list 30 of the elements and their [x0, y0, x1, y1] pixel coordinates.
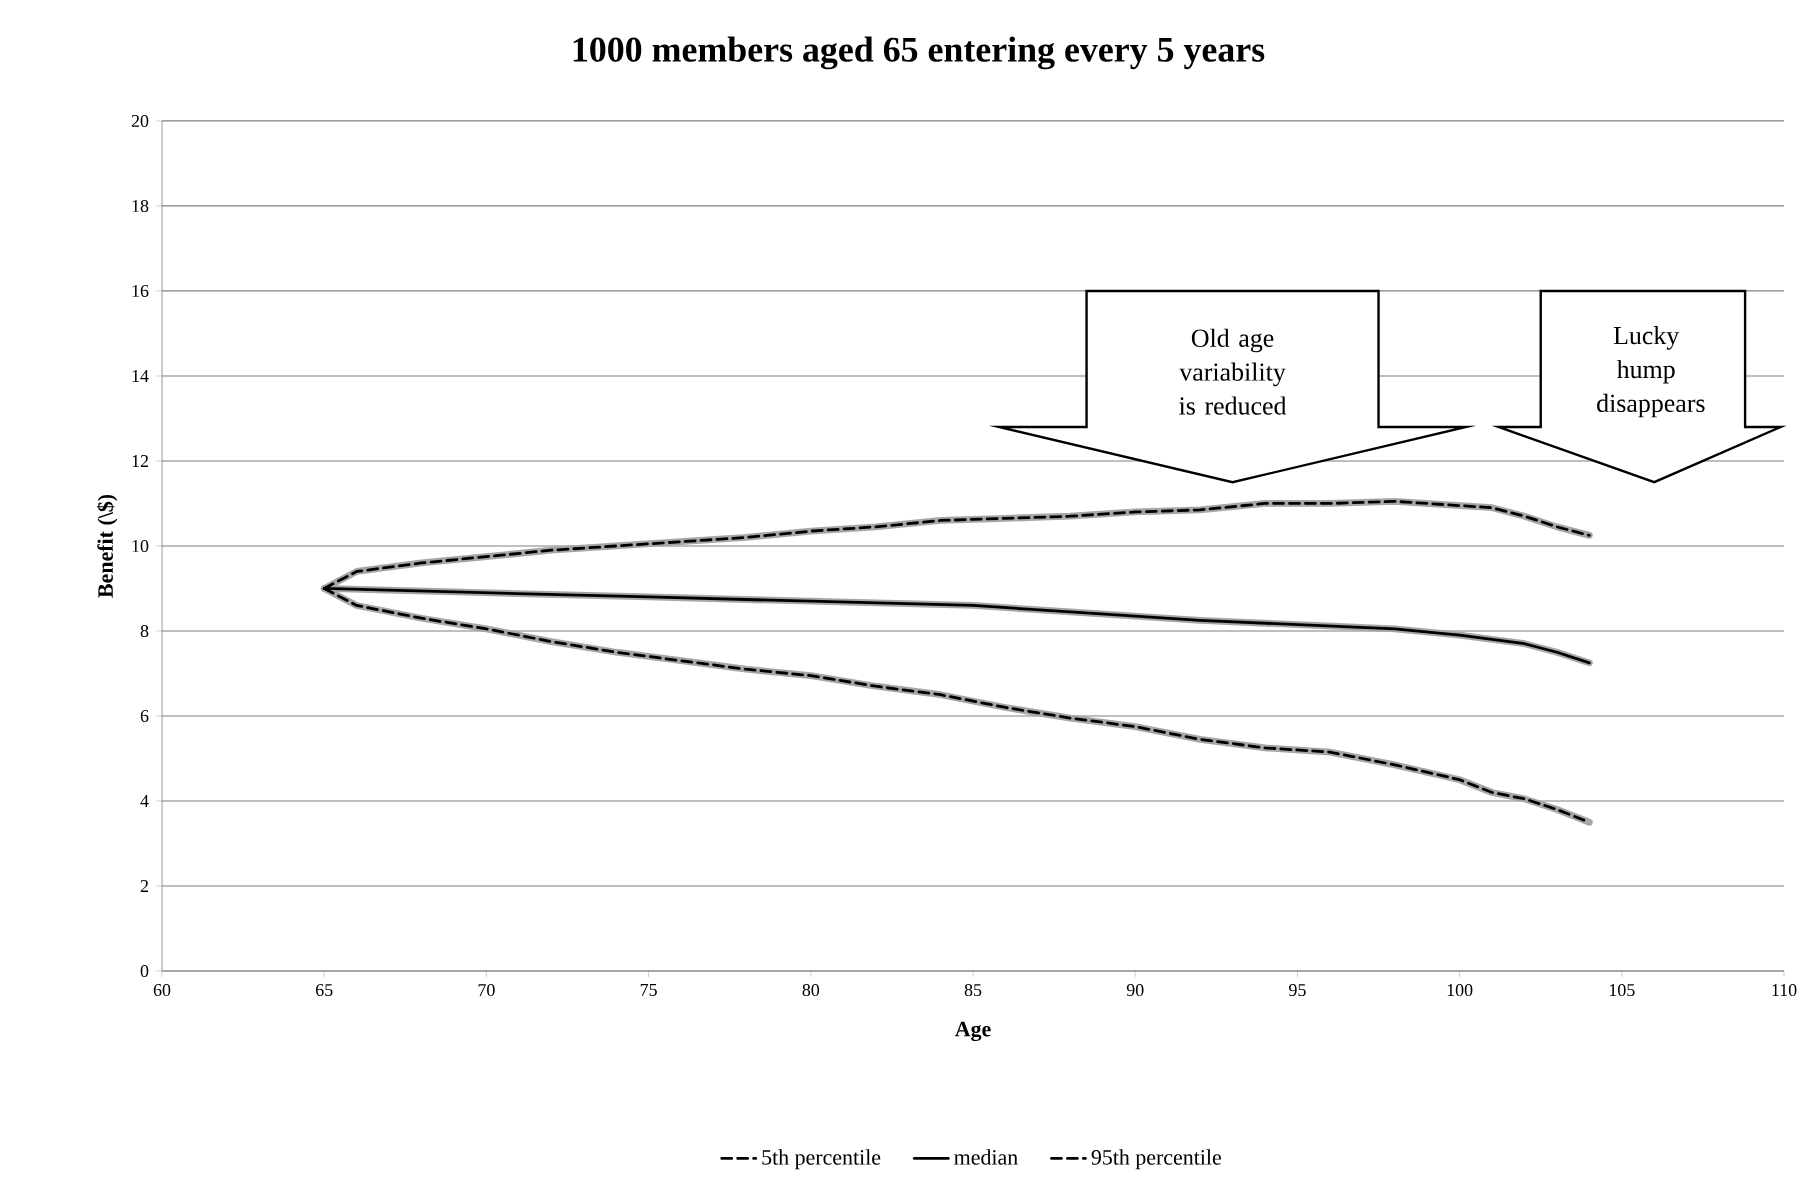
y-axis-title: Benefit (\$): [96, 494, 118, 598]
y-tick-label: 18: [132, 199, 149, 213]
x-tick-label: 100: [1447, 983, 1473, 997]
x-tick-label: 105: [1609, 983, 1635, 997]
y-tick-label: 6: [140, 709, 149, 723]
chart-title: 1000 members aged 65 entering every 5 years: [573, 36, 1265, 70]
x-tick-label: 70: [478, 983, 495, 997]
y-tick-label: 16: [132, 284, 149, 298]
x-tick-label: 60: [153, 983, 171, 997]
y-tick-label: 2: [140, 880, 148, 892]
y-tick-label: 20: [131, 114, 149, 128]
y-tick-label: 14: [132, 370, 149, 382]
legend-label: median: [954, 1149, 1018, 1165]
x-axis-title: Age: [954, 1021, 991, 1042]
annotation: Old age variability is reduced: [1179, 328, 1287, 415]
y-tick-label: 0: [140, 964, 149, 978]
y-tick-label: 12: [132, 455, 148, 467]
y-tick-label: 10: [132, 539, 149, 553]
x-tick-label: 85: [964, 983, 982, 997]
x-tick-label: 95: [1289, 984, 1306, 997]
legend-label: 5th percentile: [762, 1149, 881, 1170]
x-tick-label: 75: [640, 983, 657, 996]
x-tick-label: 65: [316, 984, 333, 997]
y-tick-label: 4: [140, 795, 149, 807]
annotation: Lucky hump disappears: [1597, 326, 1705, 418]
x-tick-label: 90: [1126, 983, 1144, 997]
x-tick-label: 110: [1772, 983, 1797, 997]
x-tick-label: 80: [802, 983, 820, 997]
y-tick-label: 8: [140, 624, 149, 638]
legend-label: 95th percentile: [1091, 1149, 1221, 1170]
